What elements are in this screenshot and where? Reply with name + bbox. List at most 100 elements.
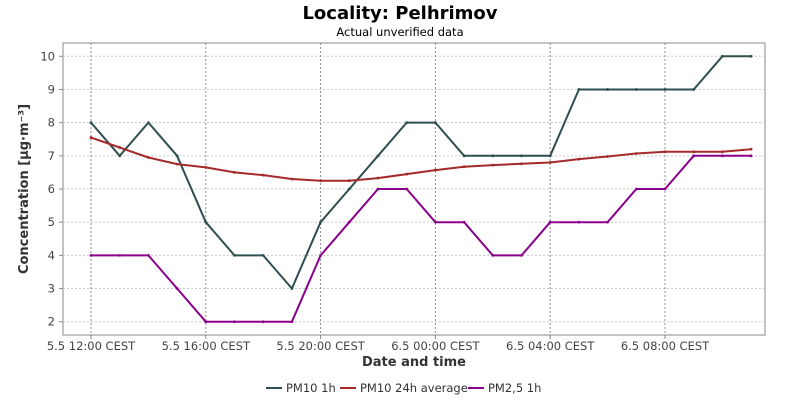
data-point — [491, 163, 495, 167]
y-tick-label: 7 — [48, 149, 55, 163]
data-point — [462, 220, 466, 224]
data-point — [749, 147, 753, 151]
data-point — [577, 157, 581, 161]
data-point — [721, 154, 724, 158]
data-point — [347, 187, 351, 191]
data-point — [606, 220, 609, 224]
data-point — [520, 162, 523, 166]
data-point — [405, 187, 409, 191]
data-point — [491, 154, 495, 158]
data-point — [233, 320, 236, 324]
data-point — [118, 253, 122, 257]
data-point — [204, 220, 208, 224]
data-point — [319, 220, 322, 224]
data-point — [376, 187, 380, 191]
x-axis-label: Date and time — [362, 355, 466, 370]
data-point — [118, 146, 122, 149]
data-point — [347, 179, 351, 183]
series-line — [90, 55, 752, 290]
data-point — [634, 88, 638, 91]
data-point — [147, 121, 150, 125]
data-point — [634, 152, 638, 155]
data-point — [749, 54, 753, 58]
data-point — [261, 253, 265, 257]
data-point — [692, 150, 696, 154]
data-point — [347, 220, 351, 224]
data-point — [491, 253, 495, 257]
data-point — [462, 154, 466, 158]
series-3 — [89, 154, 753, 324]
x-tick-label: 6.5 00:00 CEST — [391, 339, 480, 353]
x-gridlines — [90, 43, 666, 335]
data-point — [233, 171, 236, 174]
chart-title: Locality: Pelhrimov — [302, 3, 497, 24]
data-point — [749, 154, 753, 158]
legend-label: PM2,5 1h — [488, 381, 541, 395]
data-point — [663, 150, 667, 154]
y-tick-label: 3 — [48, 282, 55, 296]
chart-subtitle: Actual unverified data — [336, 25, 463, 39]
y-axis-label: Concentration [µg·m⁻³] — [17, 104, 32, 274]
data-point — [606, 88, 609, 91]
data-point — [721, 54, 724, 58]
data-point — [520, 154, 523, 158]
data-point — [89, 121, 93, 125]
data-point — [692, 154, 696, 158]
data-point — [204, 166, 208, 169]
data-point — [118, 154, 122, 158]
legend: PM10 1h PM10 24h average PM2,5 1h — [266, 381, 541, 395]
plot-area — [62, 42, 766, 336]
x-tick-label: 6.5 08:00 CEST — [621, 339, 710, 353]
data-point — [175, 162, 179, 166]
data-point — [89, 253, 93, 257]
y-gridlines — [63, 55, 765, 323]
data-point — [261, 320, 265, 324]
data-point — [577, 88, 581, 91]
y-tick-label: 4 — [48, 248, 55, 262]
data-point — [548, 161, 552, 164]
data-point — [548, 154, 552, 158]
legend-label: PM10 24h average — [360, 381, 468, 395]
data-point — [376, 154, 380, 158]
data-point — [290, 287, 294, 290]
y-tick-label: 2 — [48, 315, 55, 329]
data-point — [663, 187, 667, 191]
x-tick-label: 5.5 20:00 CEST — [276, 339, 365, 353]
x-tick-label: 5.5 12:00 CEST — [47, 339, 136, 353]
data-point — [290, 320, 294, 324]
data-point — [405, 172, 409, 176]
data-point — [89, 136, 93, 139]
data-point — [634, 187, 638, 191]
y-tick-label: 5 — [48, 215, 55, 229]
data-point — [175, 287, 179, 290]
data-point — [290, 177, 294, 181]
data-point — [147, 253, 150, 257]
data-point — [319, 253, 322, 257]
data-point — [233, 253, 236, 257]
data-point — [606, 155, 609, 158]
data-point — [663, 88, 667, 91]
legend-item: PM10 1h — [266, 381, 336, 395]
series-line — [90, 136, 752, 182]
series-1 — [89, 54, 753, 290]
data-point — [548, 220, 552, 224]
legend-item: PM2,5 1h — [468, 381, 541, 395]
data-point — [462, 165, 466, 169]
series-layer — [89, 54, 753, 324]
legend-item: PM10 24h average — [340, 381, 468, 395]
data-point — [721, 150, 724, 154]
data-point — [319, 179, 322, 183]
data-point — [434, 220, 437, 224]
data-point — [405, 121, 409, 125]
y-tick-label: 6 — [48, 182, 55, 196]
x-axis-ticks: 5.5 12:00 CEST 5.5 16:00 CEST 5.5 20:00 CE… — [47, 335, 710, 353]
series-line — [91, 154, 752, 323]
y-axis-ticks: 2 3 4 5 6 7 8 9 10 — [40, 49, 63, 329]
legend-label: PM10 1h — [286, 381, 336, 395]
data-point — [175, 154, 179, 158]
x-tick-label: 6.5 04:00 CEST — [506, 339, 595, 353]
data-point — [692, 88, 696, 91]
y-tick-label: 9 — [48, 82, 55, 96]
data-point — [147, 156, 150, 159]
